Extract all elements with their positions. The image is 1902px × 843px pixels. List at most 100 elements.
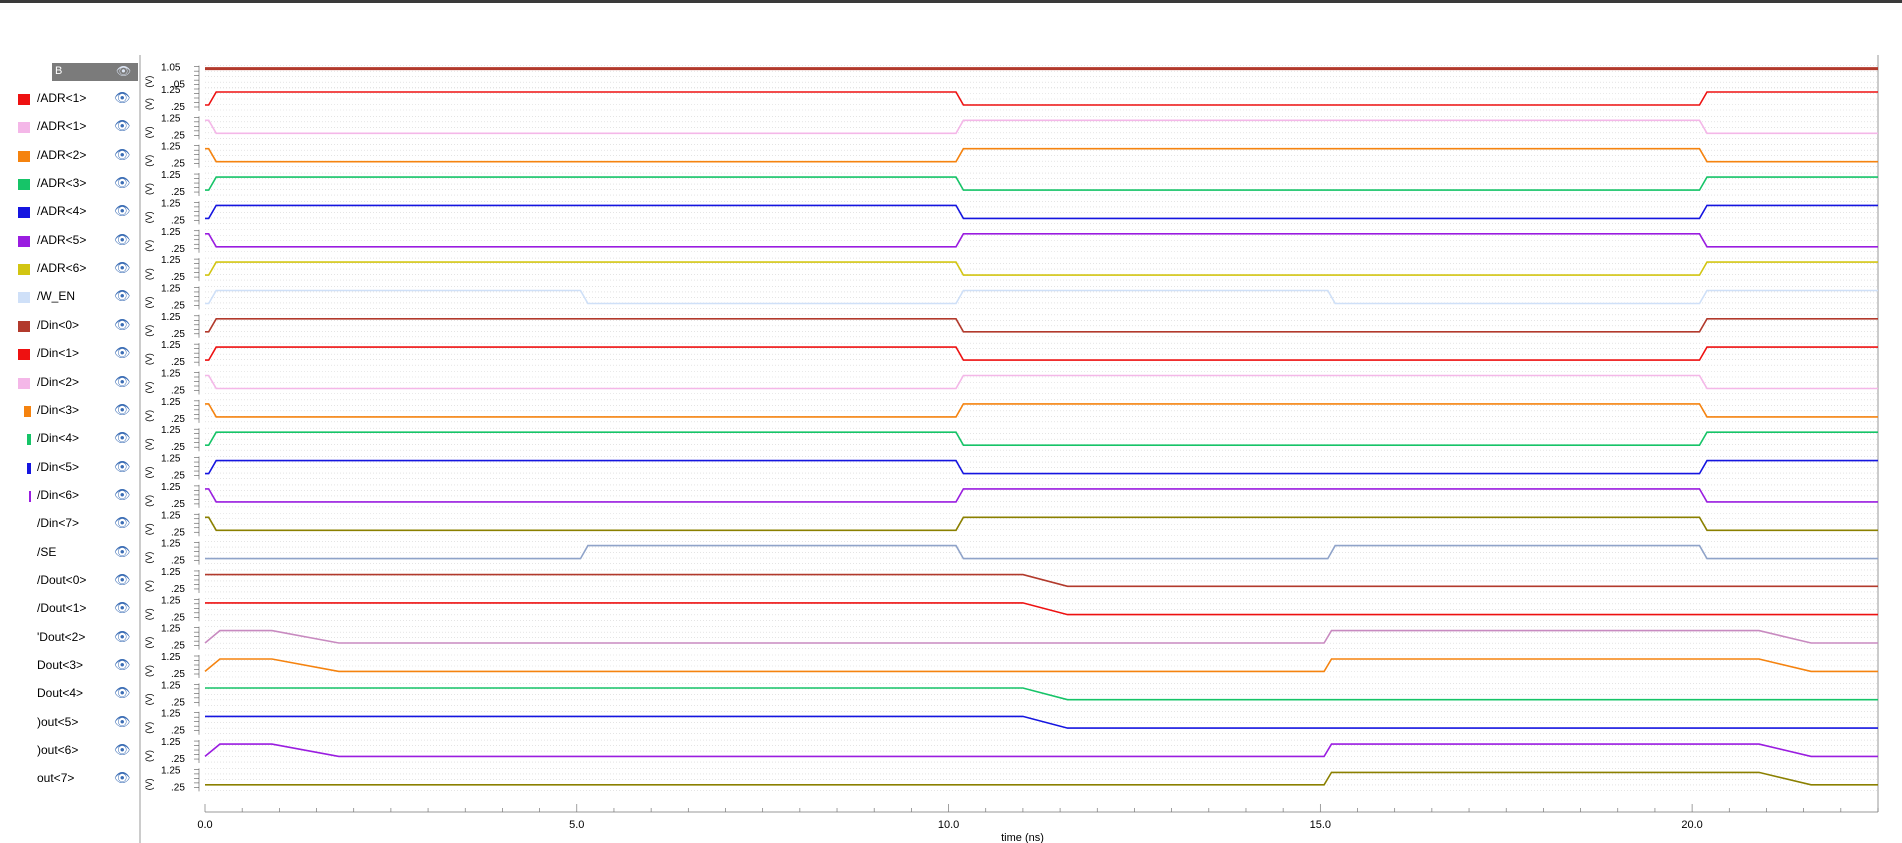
signal-name: )out<5> — [37, 714, 79, 729]
signal-trace — [205, 459, 1878, 475]
selected-signal-label: B — [55, 65, 63, 77]
signal-row[interactable]: /Dout<0> 👁 — [0, 569, 140, 593]
signal-row[interactable]: /ADR<3> 👁 — [0, 172, 140, 196]
y-tick-label: 1.25 — [161, 369, 181, 380]
y-unit-label: (V) — [144, 268, 154, 280]
signal-row[interactable]: /Din<5> 👁 — [0, 456, 140, 480]
color-swatch[interactable] — [18, 94, 30, 105]
eye-icon[interactable]: 👁 — [114, 713, 131, 729]
eye-icon[interactable]: 👁 — [114, 118, 131, 134]
eye-icon[interactable]: 👁 — [114, 175, 131, 191]
eye-icon[interactable]: 👁 — [114, 146, 131, 162]
signal-row[interactable]: /ADR<1> 👁 — [0, 115, 140, 139]
color-swatch[interactable] — [18, 320, 30, 332]
eye-icon[interactable]: 👁 — [114, 345, 131, 361]
signal-name: /Din<2> — [37, 374, 80, 389]
eye-icon[interactable]: 👁 — [114, 486, 131, 502]
signal-row[interactable]: /Din<4> 👁 — [0, 427, 140, 451]
signal-name: /Din<3> — [37, 402, 80, 417]
signal-row[interactable]: /ADR<5> 👁 — [0, 229, 140, 253]
y-tick-label: 1.25 — [161, 737, 181, 748]
signal-row[interactable]: /ADR<2> 👁 — [0, 144, 140, 168]
eye-icon[interactable]: 👁 — [114, 657, 131, 672]
y-tick-label: .25 — [171, 130, 185, 141]
eye-icon[interactable]: 👁 — [116, 64, 132, 78]
y-unit-label: (V) — [144, 693, 154, 705]
y-tick-label: .25 — [171, 386, 185, 397]
selected-signal-header[interactable] — [52, 63, 138, 81]
color-swatch[interactable] — [18, 349, 30, 361]
signal-name: Dout<3> — [37, 658, 84, 672]
color-swatch[interactable] — [18, 150, 30, 162]
eye-icon[interactable]: 👁 — [114, 288, 131, 304]
signal-name: /Din<7> — [37, 516, 80, 531]
signal-row[interactable]: /Din<1> 👁 — [0, 342, 140, 366]
eye-icon[interactable]: 👁 — [114, 685, 131, 701]
signal-row[interactable]: /Din<2> 👁 — [0, 371, 140, 395]
signal-row[interactable]: /Din<6> 👁 — [0, 484, 140, 508]
signal-row[interactable]: )out<6> 👁 — [0, 739, 140, 763]
eye-icon[interactable]: 👁 — [114, 401, 131, 417]
eye-icon[interactable]: 👁 — [114, 373, 131, 389]
signal-name: /ADR<4> — [37, 204, 87, 219]
y-tick-label: .25 — [171, 244, 185, 255]
eye-icon[interactable]: 👁 — [114, 600, 131, 616]
signal-row[interactable]: /SE 👁 — [0, 541, 140, 565]
y-tick-label: .25 — [171, 697, 185, 708]
y-tick-label: 1.25 — [161, 170, 181, 181]
color-swatch[interactable] — [29, 490, 31, 502]
y-tick-label: 1.25 — [161, 142, 181, 153]
signal-row[interactable]: Dout<4> 👁 — [0, 682, 140, 706]
y-tick-label: 1.25 — [161, 397, 181, 408]
eye-icon[interactable]: 👁 — [114, 231, 131, 247]
color-swatch[interactable] — [18, 292, 30, 304]
signal-row[interactable]: )out<5> 👁 — [0, 711, 140, 735]
signal-row[interactable]: 'Dout<2> 👁 — [0, 626, 140, 650]
eye-icon[interactable]: 👁 — [114, 628, 131, 644]
signal-row[interactable]: /Dout<1> 👁 — [0, 597, 140, 621]
color-swatch[interactable] — [27, 434, 31, 446]
y-tick-label: .25 — [171, 272, 185, 283]
signal-row[interactable]: /W_EN 👁 — [0, 285, 140, 309]
signal-row[interactable]: /ADR<4> 👁 — [0, 200, 140, 224]
color-swatch[interactable] — [18, 377, 30, 389]
color-swatch[interactable] — [18, 122, 30, 134]
signal-trace — [205, 289, 1878, 305]
signal-row[interactable]: /ADR<6> 👁 — [0, 257, 140, 281]
y-tick-label: .25 — [171, 527, 185, 538]
eye-icon[interactable]: 👁 — [114, 430, 131, 446]
y-tick-label: .25 — [171, 782, 185, 793]
signal-trace — [205, 91, 1878, 106]
signal-row[interactable]: /Din<3> 👁 — [0, 399, 140, 423]
color-swatch[interactable] — [18, 207, 30, 219]
color-swatch[interactable] — [18, 264, 30, 276]
color-swatch[interactable] — [24, 405, 31, 417]
y-tick-label: .25 — [171, 414, 185, 425]
eye-icon[interactable]: 👁 — [114, 543, 131, 559]
signal-row[interactable]: /Din<7> 👁 — [0, 512, 140, 536]
signal-row[interactable]: out<7> 👁 — [0, 767, 140, 791]
y-unit-label: (V) — [144, 240, 154, 252]
eye-icon[interactable]: 👁 — [114, 203, 131, 219]
eye-icon[interactable]: 👁 — [114, 515, 131, 531]
signal-row[interactable]: Dout<3> 👁 — [0, 654, 140, 678]
color-swatch[interactable] — [27, 462, 31, 474]
eye-icon[interactable]: 👁 — [114, 316, 131, 332]
signal-name: /Din<6> — [37, 487, 80, 502]
signal-name: /ADR<5> — [37, 232, 87, 247]
eye-icon[interactable]: 👁 — [114, 742, 131, 758]
eye-icon[interactable]: 👁 — [114, 770, 131, 786]
color-swatch[interactable] — [18, 235, 30, 247]
y-unit-label: (V) — [144, 183, 154, 195]
signal-row[interactable]: /Din<0> 👁 — [0, 314, 140, 338]
signal-name: /Dout<1> — [37, 601, 87, 616]
signal-row[interactable]: /ADR<1> 👁 — [0, 87, 140, 111]
eye-icon[interactable]: 👁 — [114, 260, 131, 276]
eye-icon[interactable]: 👁 — [114, 571, 131, 587]
eye-icon[interactable]: 👁 — [114, 458, 131, 474]
color-swatch[interactable] — [18, 179, 30, 191]
signal-trace — [205, 516, 1878, 532]
eye-icon[interactable]: 👁 — [114, 90, 131, 105]
y-tick-label: 1.25 — [161, 113, 181, 124]
x-tick-label: 10.0 — [938, 819, 959, 831]
